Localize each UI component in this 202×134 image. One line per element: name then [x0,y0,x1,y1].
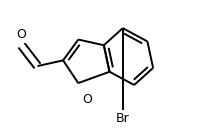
Text: O: O [17,28,26,41]
Text: O: O [82,93,92,106]
Text: Br: Br [116,112,130,125]
